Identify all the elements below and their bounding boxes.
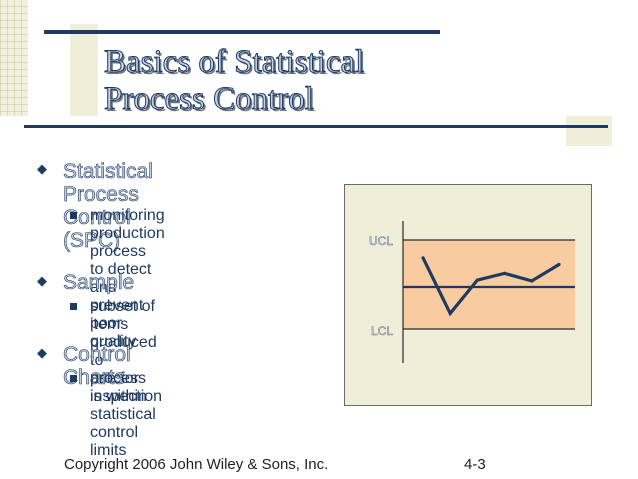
bullet-line: Sample	[63, 271, 135, 295]
sub-bullet-line: monitoring production process	[90, 207, 165, 260]
title-line-1: Basics of Statistical	[103, 44, 365, 81]
decorative-block-right	[566, 116, 612, 146]
bullet-line: (SPC)	[63, 229, 121, 253]
sub-bullet-line: use for inspection	[90, 370, 163, 405]
sub-bullet-line: process is within statistical	[90, 370, 156, 423]
data-point	[530, 279, 534, 283]
series-layer	[421, 256, 561, 317]
data-point	[503, 271, 507, 275]
square-bullet-icon	[70, 212, 77, 219]
slide-title: Basics of Statistical Process Control	[103, 44, 365, 118]
bullet-sample: Sample	[63, 271, 135, 295]
footer-copyright: Copyright 2006 John Wiley & Sons, Inc.	[64, 456, 329, 473]
diamond-bullet-icon: ◆	[37, 345, 47, 360]
sub-bullet-line: subset of items produced to	[90, 298, 157, 369]
series-line	[421, 257, 560, 317]
control-chart: UCL LCL	[344, 184, 592, 406]
square-bullet-icon	[70, 303, 77, 310]
bullet-spc: Statistical Process Control (SPC)	[63, 160, 153, 253]
control-band	[403, 240, 575, 329]
lcl-label: LCL	[371, 324, 393, 338]
square-bullet-icon	[70, 375, 77, 382]
data-point	[557, 262, 561, 267]
diamond-bullet-icon: ◆	[37, 273, 47, 288]
data-point	[421, 256, 425, 260]
sub-bullet-line: control limits	[90, 424, 139, 459]
title-bottom-rule	[24, 125, 608, 128]
data-point	[475, 278, 479, 282]
title-top-rule	[44, 30, 440, 34]
diamond-bullet-icon: ◆	[37, 161, 47, 176]
title-line-2: Process Control	[103, 81, 314, 118]
data-point	[448, 311, 452, 316]
bullet-control-charts: Control Charts	[63, 343, 131, 390]
decorative-block	[70, 24, 98, 116]
bullet-line: Statistical Process Control	[63, 160, 153, 230]
sub-bullet-spc: monitoring production process to detect …	[90, 207, 165, 351]
decorative-pattern	[0, 0, 28, 116]
sub-bullet-control-charts: process is within statistical control li…	[90, 370, 156, 460]
sub-bullet-line: to detect and prevent poor	[90, 261, 152, 332]
sub-bullet-line: quality	[90, 333, 137, 350]
ucl-label: UCL	[369, 234, 393, 248]
control-chart-svg: UCL LCL	[369, 221, 575, 363]
bullet-line: Control Charts	[63, 343, 131, 390]
footer-page-number: 4-3	[464, 456, 486, 473]
sub-bullet-sample: subset of items produced to use for insp…	[90, 298, 162, 406]
